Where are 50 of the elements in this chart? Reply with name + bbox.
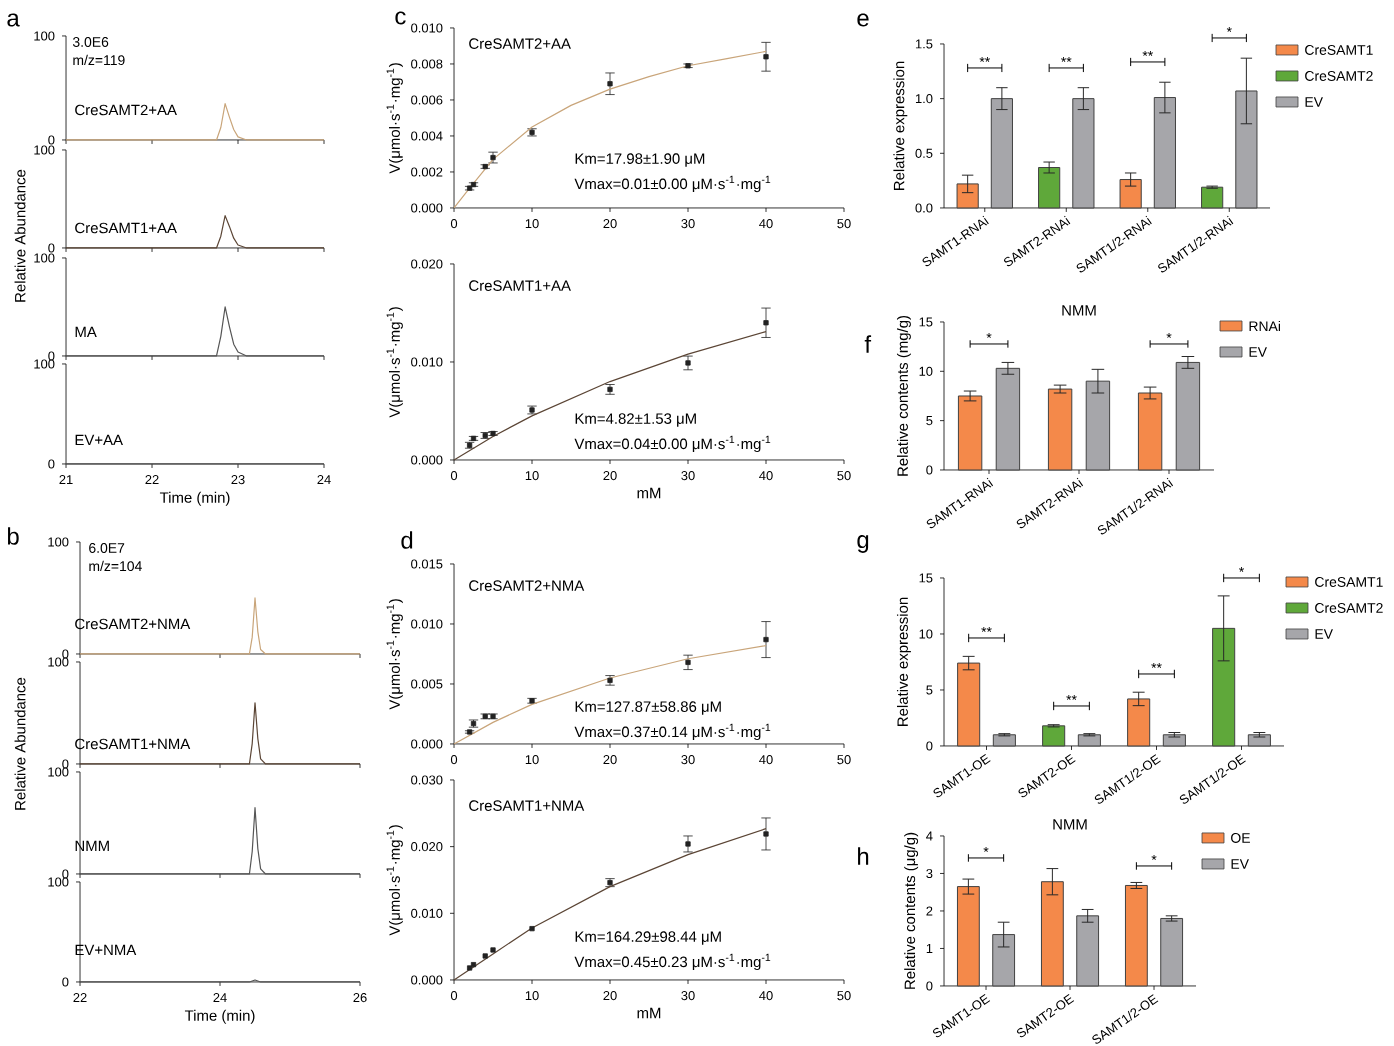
bar: [957, 395, 983, 471]
bar: [1137, 392, 1163, 471]
bar: [1040, 881, 1064, 987]
bar: [1175, 361, 1201, 471]
bar: [1127, 698, 1151, 747]
bar: [990, 98, 1013, 209]
line-series: [453, 644, 767, 745]
bar: [1119, 179, 1142, 209]
point: [685, 841, 691, 847]
bar: [956, 183, 979, 209]
bar: [1038, 167, 1061, 209]
text: f: [864, 335, 872, 353]
point: [529, 926, 535, 932]
text: g: [857, 535, 869, 553]
bar: [992, 734, 1016, 747]
bar: [1077, 734, 1101, 747]
bar: [1076, 915, 1100, 987]
point: [763, 831, 769, 837]
text: d: [401, 531, 413, 549]
line-series: [453, 330, 767, 461]
point: [607, 81, 613, 87]
bar: [1162, 734, 1186, 747]
bar: [1153, 97, 1176, 209]
line-series: [453, 828, 767, 981]
text: c: [395, 11, 406, 25]
bar: [1235, 90, 1258, 209]
bar: [1124, 884, 1148, 987]
text: a: [7, 13, 20, 27]
bar: [1072, 98, 1095, 209]
point: [490, 947, 496, 953]
line-series: [453, 50, 767, 209]
bar: [1042, 725, 1066, 747]
bar: [1247, 734, 1271, 747]
bar: [995, 367, 1021, 471]
point: [482, 953, 488, 959]
bar: [992, 934, 1016, 987]
text: b: [7, 527, 19, 545]
bar: [957, 662, 981, 747]
point: [763, 636, 769, 643]
text: h: [858, 847, 869, 865]
point: [470, 962, 477, 968]
bar: [1160, 917, 1184, 987]
bar: [956, 886, 980, 987]
bar: [1212, 627, 1236, 747]
bar: [1201, 186, 1224, 209]
point: [467, 965, 473, 971]
point: [763, 54, 769, 60]
bar: [1047, 388, 1073, 471]
text: e: [857, 13, 869, 27]
bar: [1085, 380, 1111, 471]
